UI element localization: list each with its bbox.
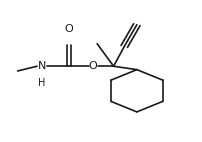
Text: O: O <box>89 61 98 71</box>
Text: N: N <box>38 61 46 71</box>
Text: O: O <box>65 24 73 34</box>
Text: H: H <box>38 78 45 88</box>
